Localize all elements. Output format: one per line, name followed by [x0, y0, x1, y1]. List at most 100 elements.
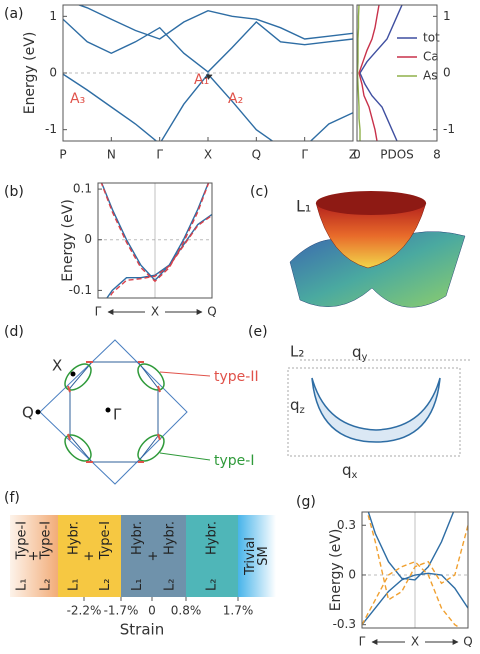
x-tick-label: X [411, 635, 419, 649]
panel-label: (e) [248, 324, 268, 340]
y-tick-label: -0.1 [69, 283, 92, 297]
crossing [67, 385, 71, 393]
legend-label: Ca [423, 50, 439, 64]
pocket [64, 363, 92, 391]
y-tick-label: 0.3 [337, 518, 356, 532]
y-tick-label: 0 [443, 66, 451, 80]
axis-label-main: q [352, 343, 362, 361]
plot-frame [97, 182, 213, 299]
pocket [137, 434, 165, 462]
phase-label: Type-I [15, 521, 30, 560]
series-line [106, 213, 212, 298]
phase-label: L₂ [39, 579, 54, 591]
axis-label-sub: z [300, 405, 305, 416]
panel-label: (f) [4, 490, 20, 506]
axis-label-sub: y [362, 352, 368, 363]
y-tick-label: 0 [49, 66, 57, 80]
phase-region [186, 515, 238, 597]
legend-label: tot [423, 31, 440, 45]
point-label: X [52, 357, 62, 375]
plot-frame [356, 4, 438, 142]
phase-label: SM [256, 546, 271, 565]
point-label: Γ [113, 406, 122, 424]
phase-label: + [146, 551, 161, 562]
panel-label: (d) [4, 324, 24, 340]
phase-label: Hybr. [205, 521, 220, 555]
x-tick-label: 0 [148, 604, 156, 618]
axis-label-main: q [342, 461, 352, 479]
series-line [77, 5, 353, 40]
series-line [362, 572, 468, 626]
panel-e: (e) L₂ qy qz qx [248, 324, 470, 481]
axis-label: qy [352, 343, 368, 364]
annotation: type-II [214, 369, 259, 385]
series-group [357, 5, 403, 141]
x-tick-label: 8 [433, 148, 441, 162]
y-tick-label: -1 [45, 122, 57, 136]
phase-label: L₂ [205, 579, 220, 591]
x-tick-label: -1.7% [104, 604, 139, 618]
series-group [100, 183, 212, 298]
y-tick-label: 0.1 [73, 182, 92, 196]
surface-rim [316, 191, 426, 215]
phase-region [10, 515, 58, 597]
crossing [157, 433, 161, 441]
y-axis-label: Energy (eV) [22, 32, 38, 115]
y-tick-label: -0.3 [333, 617, 356, 631]
y-axis-label: Energy (eV) [60, 199, 76, 282]
x-tick-label: X [151, 305, 159, 319]
phase-label: L₁ [130, 579, 145, 591]
panel-c: (c) L₁ [250, 184, 466, 308]
nodal-loop [311, 377, 441, 443]
series-group [362, 512, 468, 628]
x-tick-label: 0.8% [171, 604, 202, 618]
point [70, 371, 76, 377]
x-tick-label: P [59, 148, 66, 162]
annotation: A₃ [70, 91, 85, 107]
x-tick-label: Q [207, 305, 216, 319]
band-label: L₁ [296, 197, 311, 216]
x-tick-label: 0 [353, 148, 361, 162]
x-tick-label: Γ [156, 148, 163, 162]
series-line [359, 5, 403, 141]
series-line [367, 512, 455, 581]
x-tick-label: Γ [95, 305, 102, 319]
x-tick-label: -2.2% [67, 604, 102, 618]
phase-label: Hybr. [130, 521, 145, 555]
y-tick-label: -1 [443, 122, 455, 136]
series-line [63, 73, 353, 141]
x-tick-label: Γ [359, 635, 366, 649]
axis-label: qx [342, 461, 358, 482]
y-tick-label: 1 [443, 9, 451, 23]
series-line [108, 214, 212, 298]
axis-label: Strain [120, 621, 164, 639]
surface-upper [315, 202, 427, 269]
panel-label: (a) [4, 6, 24, 22]
plot-frame [361, 511, 469, 629]
series-line [63, 18, 353, 73]
phase-label: L₂ [162, 579, 177, 591]
panel-d: (d) X Q Γ type-II type-I [4, 324, 259, 485]
phase-label: + [27, 551, 42, 562]
series-line [362, 560, 462, 628]
phase-label: L₂ [98, 579, 113, 591]
x-tick-label: N [107, 148, 116, 162]
plot: -1 0 1 0 8 tot Ca As PDOS [353, 4, 455, 162]
panel-label: (c) [250, 184, 269, 200]
phase-region [121, 515, 186, 597]
axis-label: qz [290, 396, 305, 417]
point [35, 409, 41, 415]
x-tick-label: Q [252, 148, 261, 162]
pocket [137, 363, 165, 391]
panel-label: (b) [4, 184, 24, 200]
y-tick-label: 0 [84, 232, 92, 246]
point [105, 407, 111, 413]
axis-label-sub: x [352, 470, 358, 481]
y-tick-label: 1 [49, 9, 57, 23]
series-line [358, 5, 380, 141]
annotation: A₂ [228, 91, 243, 107]
phase-label: Type-I [98, 521, 113, 560]
phase-label: L₁ [66, 579, 81, 591]
y-tick-label: 0 [348, 567, 356, 581]
